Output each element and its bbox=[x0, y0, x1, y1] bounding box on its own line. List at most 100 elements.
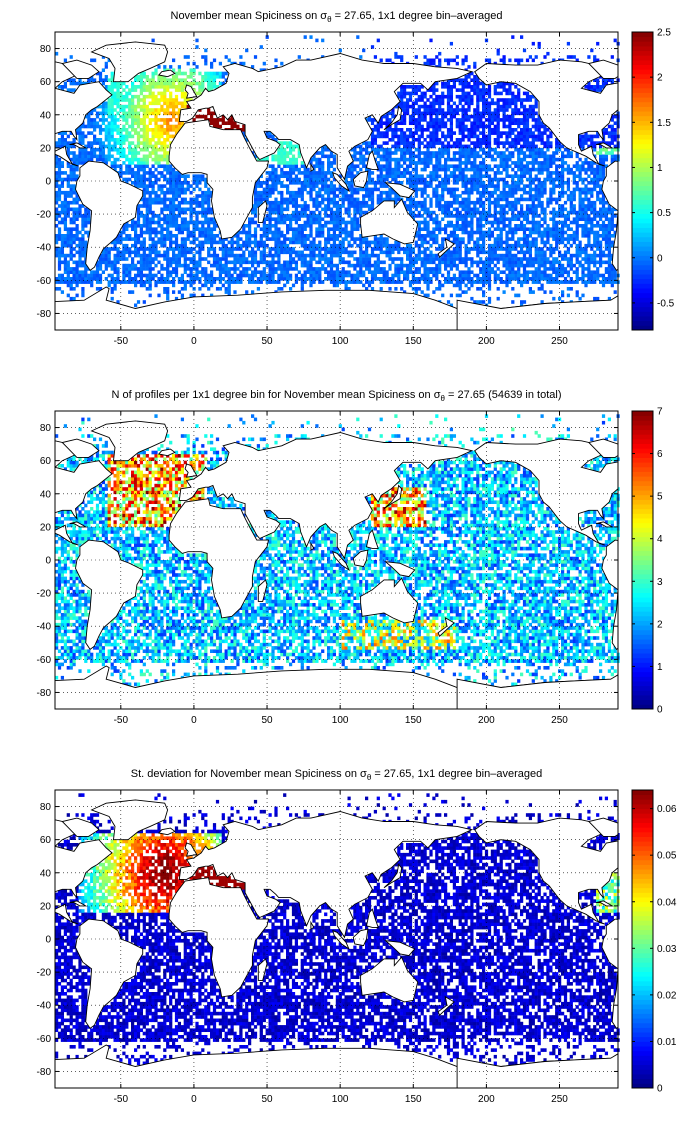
data-cell bbox=[108, 115, 111, 119]
data-cell bbox=[190, 280, 193, 284]
data-cell bbox=[84, 208, 87, 212]
data-cell bbox=[307, 277, 310, 281]
data-cell bbox=[140, 75, 143, 79]
data-cell bbox=[348, 168, 351, 172]
data-cell bbox=[386, 194, 389, 198]
data-cell bbox=[435, 98, 438, 102]
data-cell bbox=[456, 211, 459, 215]
data-cell bbox=[453, 261, 456, 265]
data-cell bbox=[128, 267, 131, 271]
data-cell bbox=[163, 267, 166, 271]
data-cell bbox=[336, 254, 339, 258]
data-cell bbox=[114, 121, 117, 125]
data-cell bbox=[312, 267, 315, 271]
data-cell bbox=[467, 108, 470, 112]
data-cell bbox=[318, 221, 321, 225]
data-cell bbox=[149, 141, 152, 145]
data-cell bbox=[359, 168, 362, 172]
data-cell bbox=[456, 188, 459, 192]
data-cell bbox=[105, 155, 108, 159]
data-cell bbox=[204, 72, 207, 76]
data-cell bbox=[462, 181, 465, 185]
data-cell bbox=[195, 264, 198, 268]
data-cell bbox=[166, 247, 169, 251]
data-cell bbox=[125, 274, 128, 278]
data-cell bbox=[345, 221, 348, 225]
data-cell bbox=[315, 164, 318, 168]
data-cell bbox=[93, 138, 96, 142]
data-cell bbox=[160, 135, 163, 139]
data-cell bbox=[406, 168, 409, 172]
data-cell bbox=[429, 214, 432, 218]
data-cell bbox=[324, 261, 327, 265]
data-cell bbox=[421, 168, 424, 172]
data-cell bbox=[309, 267, 312, 271]
data-cell bbox=[374, 237, 377, 241]
data-cell bbox=[418, 115, 421, 119]
data-cell bbox=[380, 125, 383, 129]
data-cell bbox=[462, 85, 465, 89]
data-cell bbox=[479, 138, 482, 142]
data-cell bbox=[377, 125, 380, 129]
data-cell bbox=[274, 211, 277, 215]
data-cell bbox=[190, 75, 193, 79]
data-cell bbox=[137, 168, 140, 172]
data-cell bbox=[476, 237, 479, 241]
data-cell bbox=[400, 105, 403, 109]
data-cell bbox=[108, 264, 111, 268]
data-cell bbox=[195, 221, 198, 225]
data-cell bbox=[108, 121, 111, 125]
data-cell bbox=[371, 141, 374, 145]
data-cell bbox=[195, 224, 198, 228]
data-cell bbox=[280, 158, 283, 162]
data-cell bbox=[61, 184, 64, 188]
data-cell bbox=[441, 294, 444, 298]
data-cell bbox=[131, 174, 134, 178]
data-cell bbox=[432, 59, 435, 63]
data-cell bbox=[403, 138, 406, 142]
data-cell bbox=[157, 141, 160, 145]
data-cell bbox=[330, 174, 333, 178]
data-cell bbox=[260, 270, 263, 274]
data-cell bbox=[154, 68, 157, 72]
data-cell bbox=[210, 254, 213, 258]
data-cell bbox=[125, 98, 128, 102]
data-cell bbox=[359, 274, 362, 278]
data-cell bbox=[222, 257, 225, 261]
data-cell bbox=[152, 131, 155, 135]
data-cell bbox=[149, 118, 152, 122]
data-cell bbox=[260, 280, 263, 284]
data-cell bbox=[479, 201, 482, 205]
data-cell bbox=[122, 257, 125, 261]
data-cell bbox=[309, 241, 312, 245]
data-cell bbox=[67, 208, 70, 212]
data-cell bbox=[181, 287, 184, 291]
data-cell bbox=[140, 78, 143, 82]
data-cell bbox=[292, 201, 295, 205]
data-cell bbox=[365, 151, 368, 155]
data-cell bbox=[198, 194, 201, 198]
data-cell bbox=[418, 125, 421, 129]
data-cell bbox=[447, 92, 450, 96]
data-cell bbox=[175, 264, 178, 268]
data-cell bbox=[163, 204, 166, 208]
data-cell bbox=[295, 234, 298, 238]
data-cell bbox=[388, 254, 391, 258]
data-cell bbox=[152, 274, 155, 278]
data-cell bbox=[312, 174, 315, 178]
data-cell bbox=[219, 261, 222, 265]
data-cell bbox=[125, 85, 128, 89]
data-cell bbox=[137, 75, 140, 79]
data-cell bbox=[476, 254, 479, 258]
data-cell bbox=[304, 204, 307, 208]
data-cell bbox=[473, 148, 476, 152]
data-cell bbox=[359, 270, 362, 274]
data-cell bbox=[318, 181, 321, 185]
data-cell bbox=[476, 221, 479, 225]
data-cell bbox=[383, 158, 386, 162]
data-cell bbox=[459, 118, 462, 122]
data-cell bbox=[125, 92, 128, 96]
data-cell bbox=[453, 171, 456, 175]
data-cell bbox=[108, 257, 111, 261]
data-cell bbox=[64, 280, 67, 284]
